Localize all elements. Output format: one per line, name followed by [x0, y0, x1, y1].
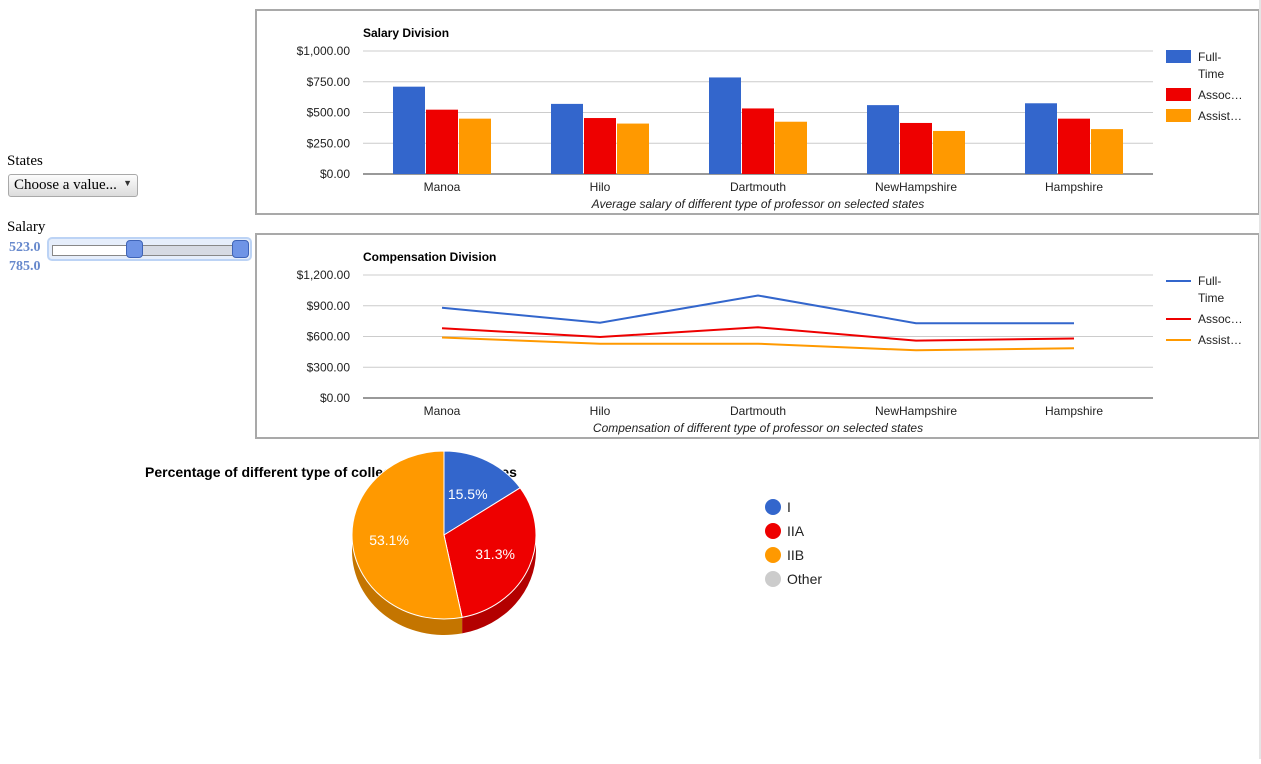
salary-ytick-label: $750.00 [307, 75, 351, 89]
salary-bar [459, 118, 491, 174]
pie-legend-dot [765, 571, 781, 587]
compensation-series-line [441, 294, 1074, 325]
salary-bar [393, 86, 425, 174]
compensation-division-panel: Compensation Division $1,200.00 $900.00 $60… [255, 233, 1260, 439]
pie-legend-label: I [787, 499, 791, 515]
salary-xtick-label: Hilo [590, 180, 611, 194]
salary-bar [742, 108, 774, 174]
compensation-series-line [441, 336, 1075, 352]
salary-bar [617, 123, 649, 174]
salary-bar [709, 77, 741, 174]
compensation-xtick-label: Manoa [424, 404, 461, 418]
salary-legend-label: Assoc… [1198, 88, 1243, 102]
compensation-xtick-label: Hilo [590, 404, 611, 418]
salary-xaxis-label: Average salary of different type of prof… [591, 197, 925, 211]
compensation-ytick-label: $600.00 [307, 330, 351, 344]
salary-bar [775, 121, 807, 174]
compensation-series-line [441, 326, 1075, 342]
slider-selected-range [129, 245, 239, 256]
salary-bar [1025, 103, 1057, 174]
pie-slice-label: 53.1% [369, 532, 409, 548]
salary-legend-swatch [1166, 109, 1191, 122]
compensation-ytick-label: $0.00 [320, 391, 350, 405]
salary-division-panel: Salary Division $1,000.00 $750.00 $500.00 $2… [255, 9, 1260, 215]
salary-bar [867, 105, 899, 174]
compensation-legend-label: Time [1198, 291, 1225, 305]
slider-min-handle[interactable] [126, 240, 143, 258]
salary-ytick-label: $1,000.00 [297, 44, 351, 58]
pie-legend-dot [765, 523, 781, 539]
compensation-ytick-label: $300.00 [307, 360, 351, 374]
states-select-value: Choose a value... [14, 177, 117, 193]
salary-min-value: 523.0 [9, 240, 41, 255]
compensation-legend-label: Assoc… [1198, 312, 1243, 326]
pie-legend-dot [765, 547, 781, 563]
pie-slice [351, 450, 463, 620]
salary-xtick-label: Hampshire [1045, 180, 1103, 194]
filter-controls: States Choose a value... ▼ Salary 523.0 … [0, 0, 255, 759]
pie-legend-dot [765, 499, 781, 515]
salary-range-slider[interactable] [47, 237, 252, 261]
pie-slice-label: 15.5% [448, 486, 488, 502]
pie-slice [443, 450, 521, 536]
salary-bar [1091, 129, 1123, 174]
pie-slice-label: 31.3% [475, 546, 515, 562]
compensation-ytick-label: $1,200.00 [297, 268, 351, 282]
salary-bar-chart: Salary Division $1,000.00 $750.00 $500.00 $2… [297, 26, 1243, 211]
salary-legend-label: Time [1198, 67, 1225, 81]
pie-slice-side [462, 535, 536, 634]
salary-legend-label: Assist… [1198, 109, 1242, 123]
compensation-xtick-label: Hampshire [1045, 404, 1103, 418]
compensation-title: Compensation Division [363, 250, 496, 264]
compensation-ytick-label: $900.00 [307, 299, 351, 313]
page-edge [1259, 0, 1261, 759]
pie-slice-side [352, 535, 463, 635]
compensation-line-chart: Compensation Division $1,200.00 $900.00 $60… [297, 250, 1243, 435]
salary-xtick-label: Dartmouth [730, 180, 786, 194]
salary-ytick-label: $250.00 [307, 136, 351, 150]
salary-legend-swatch [1166, 88, 1191, 101]
salary-xtick-label: Manoa [424, 180, 461, 194]
states-label: States [7, 153, 43, 169]
salary-ytick-label: $500.00 [307, 106, 351, 120]
compensation-xtick-label: NewHampshire [875, 404, 957, 418]
salary-xtick-label: NewHampshire [875, 180, 957, 194]
salary-bar [426, 109, 458, 174]
compensation-xaxis-label: Compensation of different type of profes… [593, 421, 923, 435]
slider-max-handle[interactable] [232, 240, 249, 258]
pie-legend-label: IIB [787, 547, 804, 563]
compensation-legend-label: Assist… [1198, 333, 1242, 347]
salary-bar [584, 118, 616, 174]
salary-bar [933, 130, 965, 174]
pie-legend-label: Other [787, 571, 822, 587]
salary-max-value: 785.0 [9, 259, 41, 274]
salary-label: Salary [7, 219, 46, 235]
salary-bar [900, 122, 932, 174]
colleges-pie-chart: Percentage of different type of colleges… [145, 450, 822, 635]
pie-slice [443, 487, 537, 618]
compensation-legend-label: Full- [1198, 274, 1221, 288]
colleges-pie-panel: Percentage of different type of colleges… [0, 440, 1261, 759]
states-select[interactable]: Choose a value... ▼ [8, 174, 138, 197]
salary-ytick-label: $0.00 [320, 167, 350, 181]
salary-bar [551, 103, 583, 174]
compensation-xtick-label: Dartmouth [730, 404, 786, 418]
salary-legend-label: Full- [1198, 50, 1221, 64]
pie-legend-label: IIA [787, 523, 805, 539]
salary-legend-swatch [1166, 50, 1191, 63]
salary-title: Salary Division [363, 26, 449, 40]
chevron-down-icon: ▼ [123, 178, 132, 188]
salary-bar [1058, 118, 1090, 174]
